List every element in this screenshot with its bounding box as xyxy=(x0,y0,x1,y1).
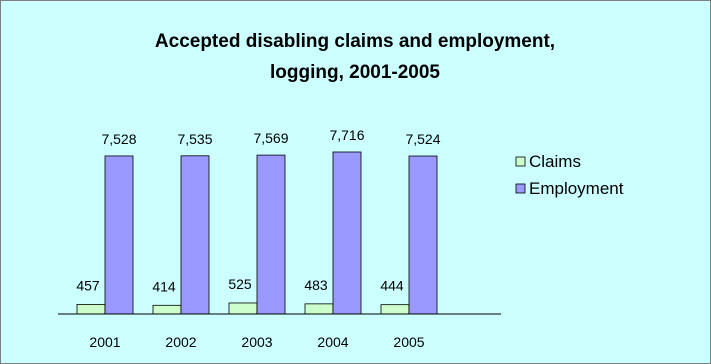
data-label-employment-2003: 7,569 xyxy=(253,130,288,146)
data-label-claims-2001: 457 xyxy=(76,277,100,293)
plot-area: 457 7,528 2001 414 7,535 2002 525 7,569 2003 483 7… xyxy=(58,127,501,350)
bar-employment-2004 xyxy=(332,151,362,315)
data-label-employment-2004: 7,716 xyxy=(329,127,364,143)
bar-claims-2004 xyxy=(304,303,334,315)
x-tick-label-2005: 2005 xyxy=(393,334,424,350)
bar-employment-2005 xyxy=(408,155,438,315)
data-label-employment-2001: 7,528 xyxy=(101,131,136,147)
bar-claims-2005 xyxy=(380,304,410,315)
bar-claims-2003 xyxy=(228,302,258,315)
data-label-claims-2002: 414 xyxy=(152,278,176,294)
bar-employment-2002 xyxy=(180,155,210,315)
data-label-claims-2004: 483 xyxy=(304,277,328,293)
chart-title-line-2: logging, 2001-2005 xyxy=(270,62,440,83)
data-label-employment-2002: 7,535 xyxy=(177,131,212,147)
x-tick-label-2001: 2001 xyxy=(89,334,120,350)
legend-label-claims: Claims xyxy=(529,152,581,171)
bar-employment-2001 xyxy=(104,155,134,315)
data-label-claims-2005: 444 xyxy=(380,278,404,294)
legend-label-employment: Employment xyxy=(529,179,624,198)
x-tick-label-2002: 2002 xyxy=(165,334,196,350)
bar-claims-2001 xyxy=(76,304,106,315)
legend: Claims Employment xyxy=(515,152,624,198)
x-tick-label-2003: 2003 xyxy=(241,334,272,350)
chart-title-line-1: Accepted disabling claims and employment… xyxy=(155,31,555,52)
bar-claims-2002 xyxy=(152,304,182,315)
data-label-claims-2003: 525 xyxy=(228,276,252,292)
legend-swatch-employment xyxy=(515,183,526,194)
data-label-employment-2005: 7,524 xyxy=(405,131,440,147)
x-tick-label-2004: 2004 xyxy=(317,334,348,350)
legend-swatch-claims xyxy=(515,156,526,167)
bar-employment-2003 xyxy=(256,154,286,315)
